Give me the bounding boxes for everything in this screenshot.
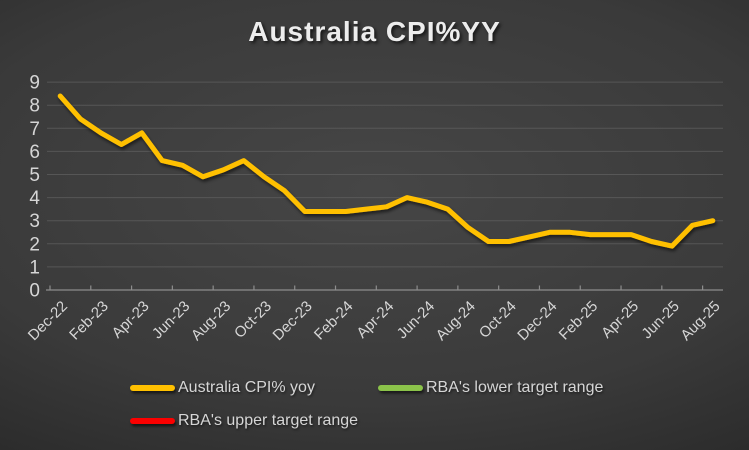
legend-item-upper-target: RBA's upper target range (130, 411, 358, 431)
x-tick-label: Aug-23 (188, 298, 234, 344)
legend-label-lower-target: RBA's lower target range (426, 379, 604, 396)
x-tick-label: Apr-25 (598, 298, 642, 342)
x-tick-label: Jun-24 (394, 298, 438, 342)
legend-label-cpi: Australia CPI% yoy (178, 379, 315, 396)
y-tick-label: 8 (29, 96, 40, 117)
x-tick-label: Dec-22 (25, 298, 71, 344)
x-tick-label: Apr-23 (109, 298, 153, 342)
x-tick-label: Feb-25 (556, 298, 602, 344)
legend-swatch-upper-target-line (130, 418, 175, 424)
y-tick-label: 0 (29, 281, 40, 302)
x-tick-label: Apr-24 (353, 298, 397, 342)
x-tick-label: Feb-24 (311, 298, 357, 344)
cpi-line (57, 93, 716, 249)
x-tick-label: Dec-23 (270, 298, 316, 344)
y-tick-label: 9 (29, 73, 40, 94)
legend-swatch-lower-target-line (378, 385, 423, 391)
y-tick-label: 7 (29, 119, 40, 140)
x-tick-label: Oct-24 (476, 298, 520, 342)
y-tick-label: 2 (29, 234, 40, 255)
legend-item-lower-target: RBA's lower target range (378, 378, 603, 398)
x-tick-label: Jun-23 (149, 298, 193, 342)
y-tick-label: 1 (29, 257, 40, 278)
y-tick-label: 5 (29, 165, 40, 186)
y-tick-label: 4 (29, 188, 40, 209)
y-tick-label: 3 (29, 211, 40, 232)
x-tick-label: Feb-23 (66, 298, 112, 344)
x-tick-label: Aug-25 (677, 298, 723, 344)
x-tick-label: Aug-24 (433, 298, 479, 344)
y-tick-label: 6 (29, 142, 40, 163)
chart-title: Australia CPI%YY (248, 16, 501, 47)
legend-item-cpi: Australia CPI% yoy (130, 378, 315, 398)
legend-label-upper-target: RBA's upper target range (178, 412, 359, 429)
legend-swatch-cpi-line (130, 385, 175, 391)
x-tick-label: Dec-24 (514, 298, 560, 344)
x-tick-label: Oct-23 (231, 298, 275, 342)
x-tick-label: Jun-25 (638, 298, 682, 342)
